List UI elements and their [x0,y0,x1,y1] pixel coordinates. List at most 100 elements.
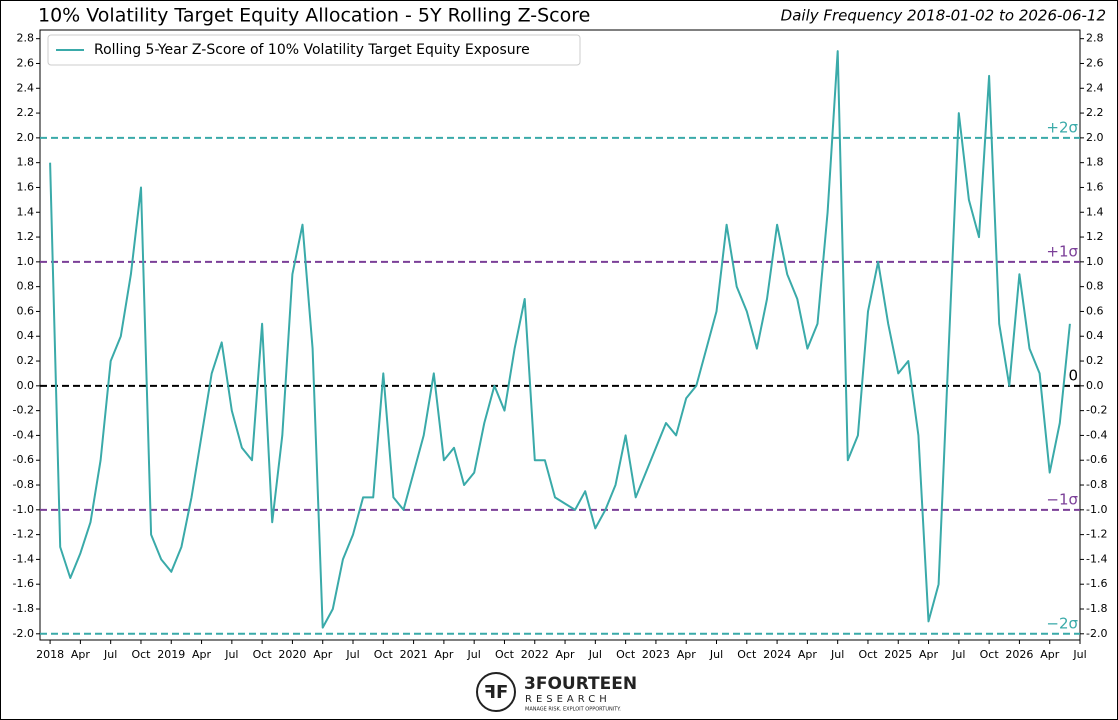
y-tick-label: 1.0 [17,255,35,268]
y2-tick-label: -1.6 [1086,577,1107,590]
y-tick-label: -1.4 [13,552,34,565]
y-tick-label: 2.4 [17,81,35,94]
x-tick-label: 2018 [36,648,64,661]
plot-frame [39,29,1081,641]
legend: Rolling 5-Year Z-Score of 10% Volatility… [47,34,581,66]
x-tick-label: Apr [677,648,697,661]
y-tick-label: 2.6 [17,56,35,69]
y-tick-label: 1.2 [17,230,35,243]
x-tick-label: 2022 [521,648,549,661]
y-tick-label: 0.2 [17,354,35,367]
x-tick-label: Jul [224,648,238,661]
y-tick-label: 1.6 [17,180,35,193]
logo: ꟻF 3FOURTEEN RESEARCH MANAGE RISK. EXPLO… [476,672,637,713]
chart-subtitle: Daily Frequency 2018-01-02 to 2026-06-12 [781,7,1106,25]
x-tick-label: Apr [1040,648,1060,661]
x-tick-label: 2024 [763,648,791,661]
y2-tick-label: 2.0 [1086,131,1104,144]
x-tick-label: Jul [467,648,481,661]
y-tick-label: 1.8 [17,156,35,169]
x-tick-label: Jul [588,648,602,661]
y2-tick-label: 1.2 [1086,230,1104,243]
logo-name: 3FOURTEEN [524,674,637,694]
y2-tick-label: -1.0 [1086,503,1107,516]
y2-tick-label: -1.4 [1086,552,1107,565]
reference-label: 0 [1068,366,1078,384]
x-tick-label: Oct [616,648,636,661]
reference-label: +1σ [1046,242,1078,260]
x-tick-label: Oct [253,648,273,661]
y-tick-label: 1.4 [17,205,35,218]
y2-tick-label: -0.2 [1086,404,1107,417]
x-tick-label: 2020 [278,648,306,661]
y2-tick-label: 0.6 [1086,304,1104,317]
reference-label: +2σ [1046,118,1078,136]
legend-box [47,34,581,66]
y-tick-label: -2.0 [13,627,34,640]
y-tick-label: 2.8 [17,32,35,45]
y-tick-label: 0.0 [17,379,35,392]
y-tick-label: -0.2 [13,404,34,417]
x-tick-label: Jul [830,648,844,661]
y-tick-label: 2.2 [17,106,35,119]
y-tick-label: 0.8 [17,280,35,293]
x-tick-label: Apr [919,648,939,661]
chart-title: 10% Volatility Target Equity Allocation … [38,5,590,27]
y2-tick-label: 2.8 [1086,32,1104,45]
x-tick-label: Apr [313,648,333,661]
x-tick-label: Apr [71,648,91,661]
y2-tick-label: 0.2 [1086,354,1104,367]
y2-tick-label: 2.4 [1086,81,1104,94]
y-tick-label: 0.4 [17,329,35,342]
y2-tick-label: 0.0 [1086,379,1104,392]
y2-tick-label: 2.6 [1086,56,1104,69]
x-tick-label: Jul [103,648,117,661]
y-tick-label: -1.0 [13,503,34,516]
x-tick-label: Oct [737,648,757,661]
x-tick-label: Oct [858,648,878,661]
x-tick-label: 2025 [884,648,912,661]
y2-tick-label: 1.6 [1086,180,1104,193]
x-tick-label: Oct [374,648,394,661]
y-tick-label: 0.6 [17,304,35,317]
logo-sub: RESEARCH [525,694,611,705]
y2-tick-label: 0.4 [1086,329,1104,342]
x-tick-label: 2026 [1005,648,1033,661]
y2-tick-label: 0.8 [1086,280,1104,293]
x-tick-label: Apr [192,648,212,661]
y2-tick-label: -0.4 [1086,428,1107,441]
logo-tagline: MANAGE RISK. EXPLOIT OPPORTUNITY. [525,707,621,713]
x-tick-label: Oct [495,648,515,661]
y-tick-label: -1.8 [13,602,34,615]
series-line [49,50,1071,629]
x-tick-label: Oct [980,648,1000,661]
x-tick-label: Jul [709,648,723,661]
y-tick-label: -0.4 [13,428,34,441]
y-tick-label: -0.6 [13,453,34,466]
x-tick-label: Apr [556,648,576,661]
legend-label: Rolling 5-Year Z-Score of 10% Volatility… [94,42,530,58]
y2-tick-label: 1.4 [1086,205,1104,218]
y2-tick-label: 2.2 [1086,106,1104,119]
x-tick-label: Apr [798,648,818,661]
x-tick-label: 2019 [157,648,185,661]
y-tick-label: -1.2 [13,528,34,541]
x-tick-label: 2021 [400,648,428,661]
x-tick-label: Apr [434,648,454,661]
reference-label: −1σ [1046,490,1078,508]
y-tick-label: -1.6 [13,577,34,590]
y-tick-label: 2.0 [17,131,35,144]
y2-tick-label: -2.0 [1086,627,1107,640]
y2-tick-label: -1.2 [1086,528,1107,541]
y-tick-label: -0.8 [13,478,34,491]
x-tick-label: Jul [951,648,965,661]
logo-mark: ꟻF [484,682,509,703]
x-tick-label: Jul [1072,648,1086,661]
x-tick-label: Jul [345,648,359,661]
x-tick-label: Oct [131,648,151,661]
y2-tick-label: -0.8 [1086,478,1107,491]
y2-tick-label: -1.8 [1086,602,1107,615]
x-tick-label: 2023 [642,648,670,661]
